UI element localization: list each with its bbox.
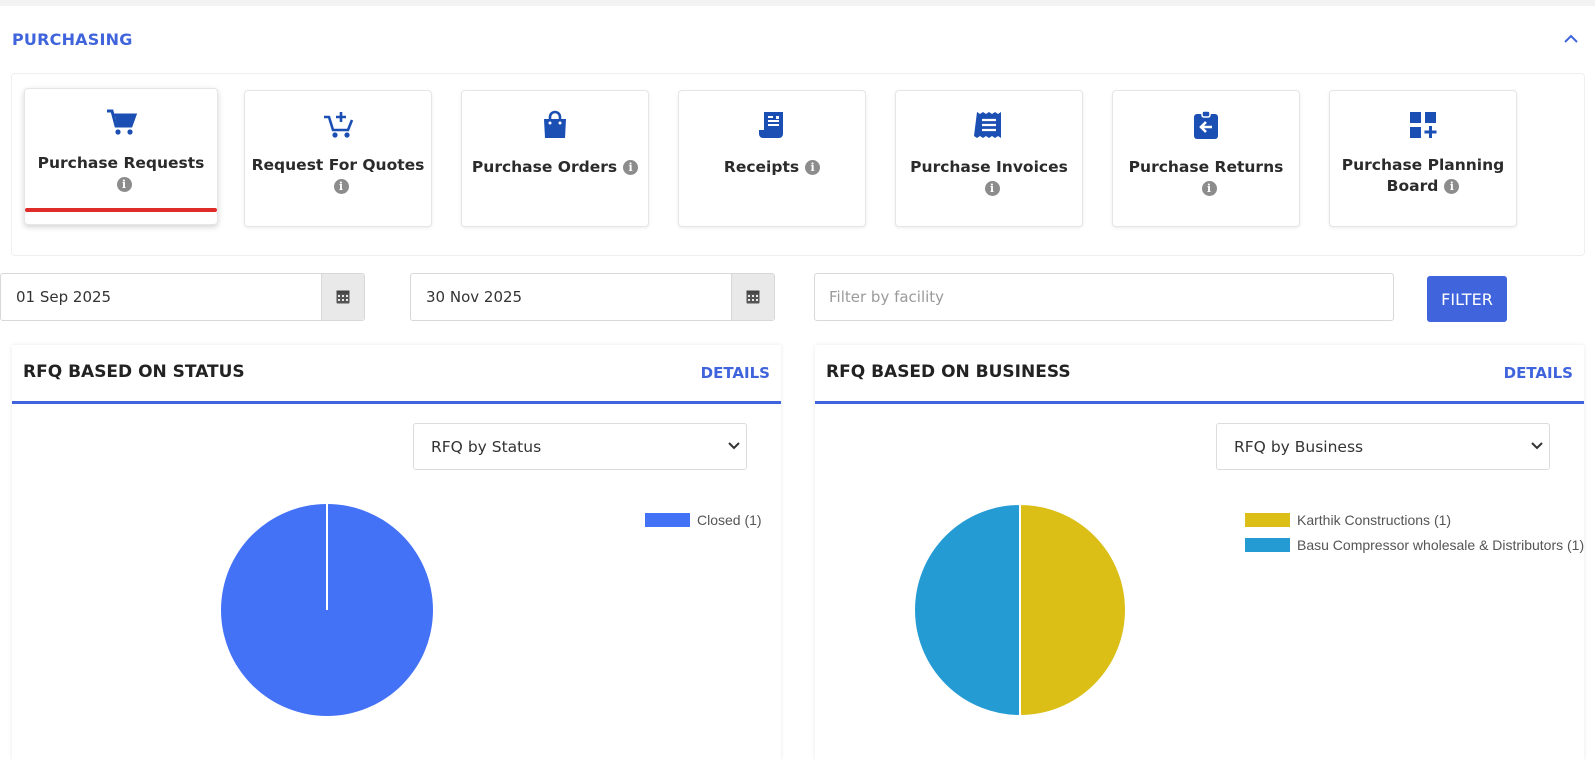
card-header: RFQ BASED ON STATUS DETAILS	[12, 345, 781, 404]
filter-button[interactable]: FILTER	[1427, 276, 1507, 322]
tile-purchase-orders[interactable]: Purchase Orders i	[461, 90, 649, 227]
legend-swatch	[645, 513, 690, 527]
tile-label: Purchase Orders	[471, 158, 618, 176]
chevron-down-icon	[1531, 442, 1543, 450]
legend-swatch	[1245, 538, 1290, 552]
section-header[interactable]: PURCHASING	[12, 28, 1582, 52]
rfq-status-select[interactable]: RFQ by Status	[413, 423, 747, 470]
start-date-field[interactable]: 01 Sep 2025	[0, 273, 365, 321]
module-tiles: Purchase Requests i Request For Quotes i P…	[12, 74, 1584, 255]
card-title: RFQ BASED ON BUSINESS	[826, 362, 1071, 382]
start-date-picker-button[interactable]	[321, 274, 364, 320]
business-pie-chart	[913, 502, 1127, 718]
legend-label: Closed (1)	[697, 512, 762, 528]
tile-label: Purchase Requests	[37, 154, 205, 172]
card-header: RFQ BASED ON BUSINESS DETAILS	[815, 345, 1584, 404]
tile-purchase-requests[interactable]: Purchase Requests i	[24, 88, 218, 225]
active-indicator	[25, 208, 217, 212]
rfq-business-select[interactable]: RFQ by Business	[1216, 423, 1550, 470]
return-clipboard-icon	[1194, 110, 1218, 139]
legend-label: Karthik Constructions (1)	[1297, 512, 1452, 528]
start-date-value: 01 Sep 2025	[16, 288, 112, 306]
tile-label: Purchase Planning Board	[1341, 156, 1505, 195]
end-date-value: 30 Nov 2025	[426, 288, 523, 306]
legend-item[interactable]: Closed (1)	[645, 512, 762, 528]
calendar-icon	[336, 290, 350, 304]
info-icon[interactable]: i	[805, 160, 821, 175]
info-icon[interactable]: i	[1201, 181, 1217, 196]
chevron-down-icon	[728, 442, 740, 450]
pie-slice[interactable]	[913, 502, 1021, 718]
tile-label: Purchase Returns	[1128, 158, 1284, 176]
legend-swatch	[1245, 513, 1290, 527]
pie-slice[interactable]	[1019, 502, 1127, 718]
calendar-icon	[746, 290, 760, 304]
legend-item[interactable]: Basu Compressor wholesale & Distributors…	[1245, 537, 1584, 553]
info-icon[interactable]: i	[984, 181, 1000, 196]
rfq-business-card: RFQ BASED ON BUSINESS DETAILS RFQ by Bus…	[815, 345, 1584, 760]
rfq-status-card: RFQ BASED ON STATUS DETAILS RFQ by Statu…	[12, 345, 781, 760]
card-title: RFQ BASED ON STATUS	[23, 362, 245, 382]
tile-receipts[interactable]: Receipts i	[678, 90, 866, 227]
info-icon[interactable]: i	[116, 177, 132, 192]
facility-filter-input[interactable]	[814, 273, 1394, 321]
tile-label: Receipts	[723, 158, 800, 176]
select-value: RFQ by Business	[1234, 438, 1364, 456]
tile-purchase-returns[interactable]: Purchase Returns i	[1112, 90, 1300, 227]
end-date-picker-button[interactable]	[731, 274, 774, 320]
info-icon[interactable]: i	[333, 179, 349, 194]
select-value: RFQ by Status	[431, 438, 542, 456]
tile-purchase-invoices[interactable]: Purchase Invoices i	[895, 90, 1083, 227]
cart-plus-icon	[324, 112, 354, 138]
top-strip	[0, 0, 1595, 6]
receipt-icon	[759, 112, 783, 138]
dashboard-add-icon	[1410, 112, 1437, 138]
legend-item[interactable]: Karthik Constructions (1)	[1245, 512, 1451, 528]
tile-label: Purchase Invoices	[910, 158, 1068, 176]
cart-icon	[107, 109, 137, 135]
tile-purchase-planning-board[interactable]: Purchase Planning Board i	[1329, 90, 1517, 227]
details-link[interactable]: DETAILS	[1503, 364, 1573, 382]
info-icon[interactable]: i	[1444, 179, 1460, 194]
tile-label: Request For Quotes	[251, 156, 425, 174]
status-pie-chart	[221, 504, 433, 716]
invoice-icon	[974, 112, 1001, 138]
section-title: PURCHASING	[12, 30, 133, 49]
end-date-field[interactable]: 30 Nov 2025	[410, 273, 775, 321]
shopping-bag-icon	[544, 110, 566, 138]
chevron-up-icon[interactable]	[1562, 30, 1580, 48]
info-icon[interactable]: i	[623, 160, 639, 175]
legend-label: Basu Compressor wholesale & Distributors…	[1297, 537, 1585, 553]
tile-request-for-quotes[interactable]: Request For Quotes i	[244, 90, 432, 227]
details-link[interactable]: DETAILS	[700, 364, 770, 382]
